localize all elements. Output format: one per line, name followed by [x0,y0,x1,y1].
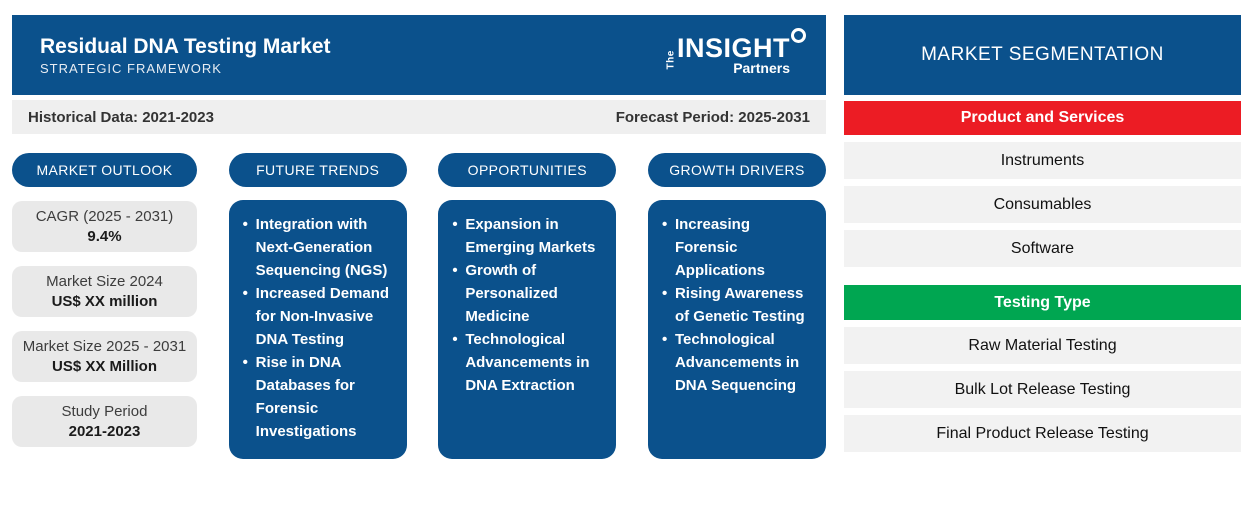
segment-item: Bulk Lot Release Testing [844,371,1241,408]
list-item: Technological Advancements in DNA Extrac… [452,328,606,397]
list-item: Integration with Next-Generation Sequenc… [243,213,397,282]
stat-market-size-2024: Market Size 2024 US$ XX million [12,266,197,317]
period-bar: Historical Data: 2021-2023 Forecast Peri… [12,100,826,134]
segment-category-product-and-services: Product and Services [844,101,1241,135]
stat-study-period: Study Period 2021-2023 [12,396,197,447]
list-item: Rising Awareness of Genetic Testing [662,282,816,328]
market-outlook-pill: MARKET OUTLOOK [12,153,197,187]
opportunities-box: Expansion in Emerging Markets Growth of … [438,200,617,459]
future-trends-column: FUTURE TRENDS Integration with Next-Gene… [228,153,407,459]
list-item: Expansion in Emerging Markets [452,213,606,259]
historical-data-label: Historical Data: 2021-2023 [28,108,214,126]
page-subtitle: STRATEGIC FRAMEWORK [40,61,222,77]
stat-value: US$ XX Million [51,358,157,375]
logo-partners-text: Partners [733,59,790,76]
logo-insight-text: INSIGHT [676,32,790,63]
logo-main: INSIGHT Partners [676,27,806,76]
future-trends-list: Integration with Next-Generation Sequenc… [243,213,397,443]
segment-item: Raw Material Testing [844,327,1241,364]
magnifier-icon [791,27,806,43]
framework-columns: MARKET OUTLOOK CAGR (2025 - 2031) 9.4% M… [12,153,826,459]
opportunities-column: OPPORTUNITIES Expansion in Emerging Mark… [438,153,617,459]
growth-drivers-list: Increasing Forensic Applications Rising … [662,213,816,397]
opportunities-pill: OPPORTUNITIES [438,153,617,187]
stat-label: Study Period [61,403,148,420]
main-section: Residual DNA Testing Market STRATEGIC FR… [12,15,826,530]
list-item: Increasing Forensic Applications [662,213,816,282]
list-item: Technological Advancements in DNA Sequen… [662,328,816,397]
stat-market-size-forecast: Market Size 2025 - 2031 US$ XX Million [12,331,197,382]
stat-value: US$ XX million [51,293,158,310]
market-segmentation-panel: MARKET SEGMENTATION Product and Services… [844,15,1241,530]
segment-item: Consumables [844,186,1241,223]
stat-cagr: CAGR (2025 - 2031) 9.4% [12,201,197,252]
opportunities-list: Expansion in Emerging Markets Growth of … [452,213,606,397]
forecast-period-label: Forecast Period: 2025-2031 [615,108,810,126]
future-trends-box: Integration with Next-Generation Sequenc… [228,200,407,459]
logo-the-text: The [665,49,677,69]
market-segmentation-title: MARKET SEGMENTATION [844,15,1241,95]
title-banner: Residual DNA Testing Market STRATEGIC FR… [12,15,826,95]
title-block: Residual DNA Testing Market STRATEGIC FR… [40,34,331,76]
list-item: Increased Demand for Non-Invasive DNA Te… [243,282,397,351]
growth-drivers-pill: GROWTH DRIVERS [647,153,826,187]
insight-partners-logo: The INSIGHT Partners [665,27,806,76]
stat-value: 2021-2023 [68,423,141,440]
page-title: Residual DNA Testing Market [40,34,331,58]
growth-drivers-column: GROWTH DRIVERS Increasing Forensic Appli… [647,153,826,459]
segment-item: Software [844,230,1241,267]
stat-label: Market Size 2024 [46,273,163,290]
stat-value: 9.4% [87,228,122,245]
future-trends-pill: FUTURE TRENDS [228,153,407,187]
segment-item: Final Product Release Testing [844,415,1241,452]
stat-label: CAGR (2025 - 2031) [35,208,174,225]
stat-label: Market Size 2025 - 2031 [22,338,187,355]
market-outlook-column: MARKET OUTLOOK CAGR (2025 - 2031) 9.4% M… [12,153,197,459]
segment-item: Instruments [844,142,1241,179]
list-item: Rise in DNA Databases for Forensic Inves… [243,351,397,443]
list-item: Growth of Personalized Medicine [452,259,606,328]
segment-category-testing-type: Testing Type [844,285,1241,320]
growth-drivers-box: Increasing Forensic Applications Rising … [647,200,826,459]
